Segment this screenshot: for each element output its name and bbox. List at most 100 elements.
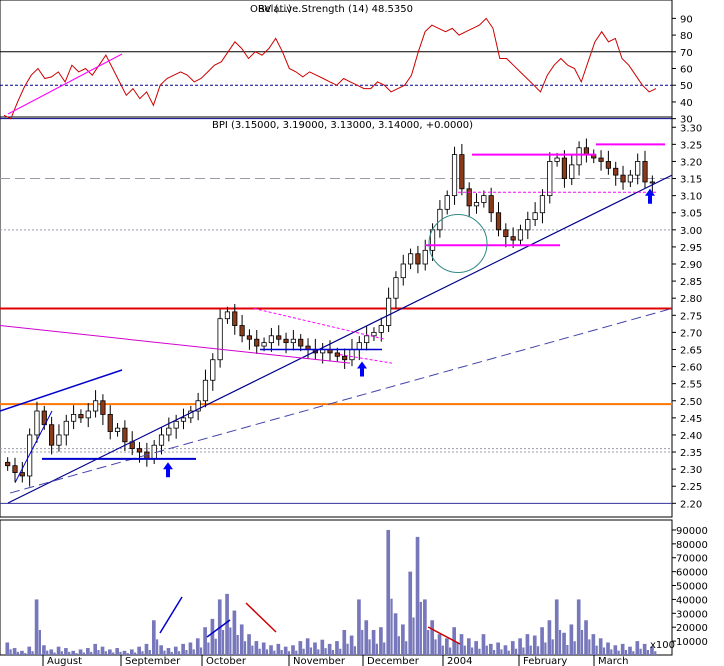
volume-tick-label: 20000 — [676, 623, 708, 634]
volume-bar — [415, 536, 420, 655]
volume-bar — [305, 638, 310, 655]
volume-bar — [419, 601, 422, 655]
price-tick-label: 3.05 — [680, 209, 702, 220]
volume-bar — [510, 641, 515, 655]
price-tick-label: 2.85 — [680, 277, 702, 288]
month-label: November — [293, 656, 346, 666]
volume-bar — [38, 629, 41, 655]
volume-bar — [320, 639, 325, 655]
volume-bar — [93, 643, 98, 655]
volume-bar — [488, 643, 493, 655]
volume-bar — [229, 627, 232, 655]
volume-bar — [471, 647, 474, 655]
volume-bar — [562, 632, 566, 655]
candle — [642, 150, 648, 189]
volume-bar — [141, 651, 144, 655]
candle — [12, 457, 18, 482]
volume-bar — [192, 649, 195, 655]
candle — [166, 417, 172, 442]
candle — [246, 329, 253, 350]
candle — [415, 245, 421, 274]
volume-bar — [151, 620, 156, 655]
volume-bar — [635, 641, 640, 655]
volume-bar — [353, 646, 357, 655]
candle — [56, 424, 62, 452]
candle — [114, 422, 121, 437]
volume-bar — [148, 649, 151, 655]
volume-bar — [16, 651, 20, 655]
volume-bar — [654, 651, 657, 655]
volume-bar — [397, 636, 400, 655]
volume-bar — [9, 649, 12, 655]
volume-bar — [112, 652, 115, 655]
volume-bar — [551, 639, 554, 655]
candle — [85, 403, 91, 428]
volume-bar — [361, 629, 364, 655]
price-tick-label: 3.15 — [680, 175, 702, 186]
candle — [561, 150, 568, 188]
volume-bar — [554, 599, 559, 655]
volume-bar — [181, 643, 185, 655]
candle — [627, 169, 633, 188]
candle — [49, 416, 55, 455]
volume-bar — [368, 639, 371, 655]
volume-bar — [507, 650, 510, 655]
magenta-falling-line — [0, 325, 351, 364]
price-layer — [0, 138, 673, 504]
candle — [407, 248, 414, 270]
volume-bar — [317, 649, 320, 655]
rsi-panel — [0, 0, 673, 118]
volume-bar — [130, 649, 134, 655]
price-tick-label: 2.55 — [680, 380, 702, 391]
volume-bar — [239, 624, 244, 655]
volume-bar — [134, 652, 137, 655]
volume-bar — [34, 599, 39, 655]
volume-bar — [558, 629, 562, 655]
volume-tick-label: 10000 — [676, 637, 708, 648]
price-tick-label: 3.25 — [680, 140, 702, 151]
price-panel — [0, 116, 673, 518]
volume-bar — [24, 653, 27, 655]
volume-bar — [115, 648, 120, 655]
volume-bar — [445, 638, 449, 655]
price-tick-label: 2.90 — [680, 260, 702, 271]
volume-bar — [423, 599, 427, 655]
price-tick-label: 2.75 — [680, 311, 702, 322]
volume-bar — [459, 634, 464, 655]
candle — [232, 304, 238, 335]
candle — [195, 392, 201, 421]
candle — [466, 182, 472, 217]
candle — [495, 202, 502, 237]
volume-bar — [232, 610, 237, 655]
rsi-layer — [0, 17, 672, 120]
price-tick-label: 2.50 — [680, 397, 702, 408]
volume-bar — [185, 649, 188, 655]
candle — [649, 175, 655, 193]
volume-bar — [379, 627, 383, 655]
long-dashed-trend — [9, 307, 673, 494]
volume-bar — [276, 643, 281, 655]
volume-bar — [327, 643, 332, 655]
volume-bar — [591, 634, 596, 655]
price-tick-label: 2.25 — [680, 482, 702, 493]
rsi-tick-label: 80 — [680, 31, 693, 42]
candle — [364, 326, 370, 351]
volume-bar — [346, 643, 349, 655]
volume-bar — [86, 648, 90, 655]
volume-bar — [122, 650, 127, 655]
volume-bar — [156, 639, 159, 655]
price-tick-label: 2.70 — [680, 328, 702, 339]
volume-bar — [199, 647, 203, 655]
volume-bar — [5, 642, 10, 655]
volume-bar — [449, 647, 452, 655]
rsi-tick-label: 70 — [680, 48, 693, 59]
candle — [202, 369, 209, 408]
main-uptrend-line — [7, 174, 673, 504]
volume-bar — [195, 638, 200, 655]
volume-bar — [598, 638, 603, 655]
candle — [254, 329, 260, 354]
volume-bar — [53, 652, 56, 655]
volume-bar — [78, 649, 83, 655]
candle — [503, 223, 509, 248]
